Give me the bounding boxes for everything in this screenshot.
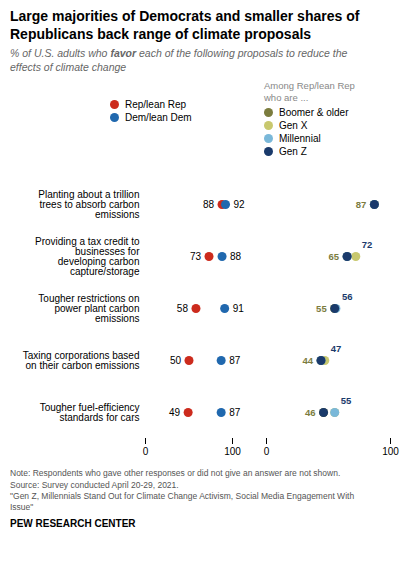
html-text:Gen Z: Gen Z bbox=[279, 146, 307, 157]
svg-text:87: 87 bbox=[229, 355, 241, 366]
svg-text:100: 100 bbox=[224, 446, 241, 457]
svg-text:73: 73 bbox=[190, 251, 202, 262]
html-text:PEW RESEARCH CENTER: PEW RESEARCH CENTER bbox=[10, 517, 136, 529]
html-text:Among Rep/lean Rep who are ...: Among Rep/lean Rep who are ... bbox=[264, 80, 355, 104]
html-text:Boomer & older: Boomer & older bbox=[279, 107, 349, 118]
svg-text:46: 46 bbox=[305, 407, 316, 418]
svg-text:88: 88 bbox=[203, 199, 215, 210]
svg-text:49: 49 bbox=[169, 407, 181, 418]
svg-text:87: 87 bbox=[356, 199, 367, 210]
svg-text:Planting about a trilliontrees: Planting about a trilliontrees to absorb… bbox=[38, 189, 139, 220]
svg-text:Providing a tax credit tobusin: Providing a tax credit tobusinesses ford… bbox=[35, 236, 140, 277]
svg-text:Tougher restrictions onpower p: Tougher restrictions onpower plant carbo… bbox=[38, 293, 139, 324]
svg-text:50: 50 bbox=[170, 355, 182, 366]
svg-text:58: 58 bbox=[177, 303, 189, 314]
html-text:Large majorities of Democrats: Large majorities of Democrats and smalle… bbox=[10, 8, 360, 42]
svg-text:0: 0 bbox=[143, 446, 149, 457]
html-text:Rep/lean Rep: Rep/lean Rep bbox=[125, 99, 187, 111]
svg-text:55: 55 bbox=[316, 303, 327, 314]
svg-text:92: 92 bbox=[234, 199, 246, 210]
html-text:Dem/lean Dem: Dem/lean Dem bbox=[125, 112, 192, 124]
svg-text:55: 55 bbox=[341, 395, 352, 406]
svg-text:47: 47 bbox=[331, 343, 342, 354]
svg-text:56: 56 bbox=[342, 291, 353, 302]
svg-text:0: 0 bbox=[264, 446, 270, 457]
svg-text:87: 87 bbox=[229, 407, 241, 418]
svg-text:Taxing corporations basedon th: Taxing corporations basedon their carbon… bbox=[23, 350, 140, 371]
svg-text:Tougher fuel-efficiencystandar: Tougher fuel-efficiencystandards for car… bbox=[40, 402, 140, 423]
html-text:Millennial: Millennial bbox=[279, 133, 321, 144]
html-text:Gen X: Gen X bbox=[279, 120, 308, 131]
svg-text:88: 88 bbox=[230, 251, 242, 262]
svg-text:44: 44 bbox=[302, 355, 313, 366]
html-text:Note: Respondents who gave oth: Note: Respondents who gave other respons… bbox=[10, 468, 355, 513]
svg-text:100: 100 bbox=[382, 446, 399, 457]
svg-text:91: 91 bbox=[233, 303, 245, 314]
svg-text:72: 72 bbox=[362, 239, 373, 250]
svg-text:65: 65 bbox=[329, 251, 340, 262]
html-text:% of U.S. adults who favor eac: % of U.S. adults who favor each of the f… bbox=[10, 47, 348, 73]
